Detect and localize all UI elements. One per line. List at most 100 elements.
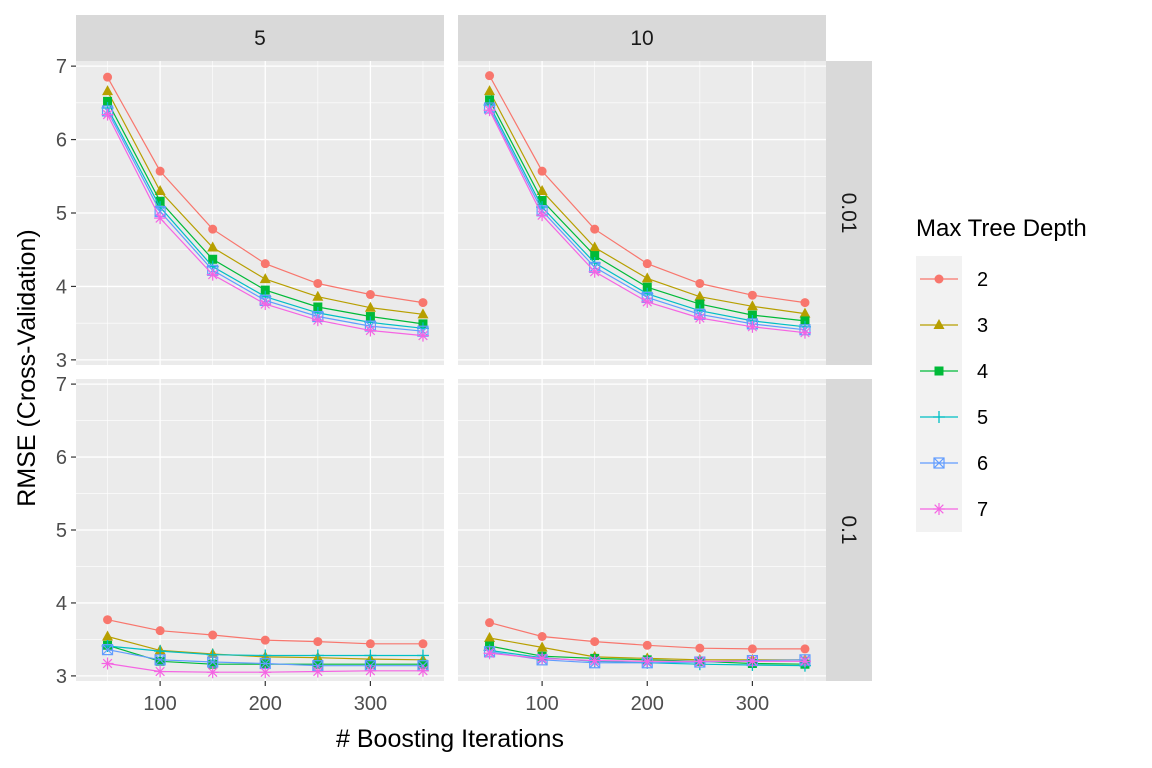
point (102, 85, 114, 96)
point (641, 295, 654, 308)
point-star-4 (102, 109, 113, 120)
point-star-4 (313, 666, 323, 677)
point-circle (590, 224, 600, 234)
x-tick-label: 100 (143, 693, 176, 715)
point (206, 666, 219, 679)
point-box-x2 (207, 656, 219, 668)
point (154, 665, 167, 678)
point-circle (800, 644, 810, 654)
point-square (934, 366, 944, 376)
point-star-4 (537, 210, 547, 220)
point (418, 639, 428, 649)
y-tick-label: 5 (56, 203, 67, 225)
point (642, 282, 652, 292)
point (102, 630, 114, 641)
point (537, 166, 547, 176)
point (260, 635, 270, 645)
point (590, 224, 600, 234)
point-star-4 (747, 322, 758, 332)
point (589, 241, 601, 252)
point-star-4 (418, 666, 428, 676)
point (101, 108, 114, 121)
panels (76, 61, 826, 681)
point-square (208, 659, 218, 669)
point (208, 659, 218, 669)
point (364, 324, 377, 337)
point-circle (747, 644, 757, 654)
point-box-x2 (154, 654, 166, 666)
point-triangle (641, 272, 653, 283)
point-triangle (484, 85, 496, 96)
point-triangle (102, 630, 114, 641)
point (484, 85, 496, 96)
point (312, 290, 324, 301)
y-tick-label: 4 (56, 276, 67, 298)
point (103, 72, 113, 82)
point-circle (313, 278, 323, 288)
point (259, 666, 272, 679)
y-tick-label: 4 (56, 593, 67, 615)
point (311, 665, 324, 678)
point (259, 273, 271, 284)
point-square (590, 251, 600, 261)
point-circle (800, 298, 810, 308)
point (260, 285, 270, 295)
facet-strip-row (826, 379, 872, 681)
point (693, 312, 706, 325)
point (101, 644, 114, 656)
point (208, 254, 218, 264)
point-box-x2 (102, 644, 113, 656)
point (208, 630, 218, 640)
point (416, 649, 429, 662)
point-circle (365, 290, 375, 300)
point-circle (313, 637, 323, 647)
point (536, 652, 549, 665)
point-triangle (102, 85, 114, 96)
point-square (537, 196, 547, 206)
point (101, 657, 114, 670)
point-star-4 (537, 653, 547, 664)
y-tick-label: 3 (56, 666, 67, 688)
point (485, 71, 495, 81)
point-box (933, 457, 945, 469)
point-star-4 (800, 656, 810, 667)
point-circle (642, 259, 652, 269)
x-tick-label: 200 (249, 693, 282, 715)
point (155, 626, 165, 636)
point (207, 241, 219, 252)
facet-strip-column (458, 15, 826, 61)
y-tick-label: 6 (56, 447, 67, 469)
point-star-4 (589, 655, 600, 666)
point (208, 224, 218, 234)
point (313, 659, 323, 669)
point (800, 298, 810, 308)
x-axis-title: # Boosting Iterations (336, 725, 564, 753)
point (933, 457, 945, 469)
point-circle (695, 278, 705, 288)
legend-item-2: 2 (916, 256, 988, 302)
point-star-4 (260, 299, 271, 309)
series-2 (103, 72, 428, 308)
panel (458, 61, 826, 365)
point-star-4 (747, 656, 758, 667)
legend-label: 2 (977, 269, 988, 291)
point (642, 640, 652, 650)
point (641, 272, 653, 283)
point-star-4 (102, 658, 113, 669)
point (588, 265, 601, 278)
point-star-4 (800, 327, 810, 338)
point (418, 298, 428, 308)
point-star-4 (155, 213, 165, 223)
y-tick-label: 5 (56, 520, 67, 542)
point-triangle (364, 301, 376, 312)
point-star-4 (484, 648, 495, 659)
series-2 (485, 71, 810, 308)
point-circle (103, 615, 113, 625)
point (154, 184, 166, 195)
point (933, 503, 945, 515)
legend-item-7: 7 (916, 486, 988, 532)
point-box-x2 (259, 658, 271, 669)
point-square (155, 656, 165, 666)
point (641, 655, 654, 668)
